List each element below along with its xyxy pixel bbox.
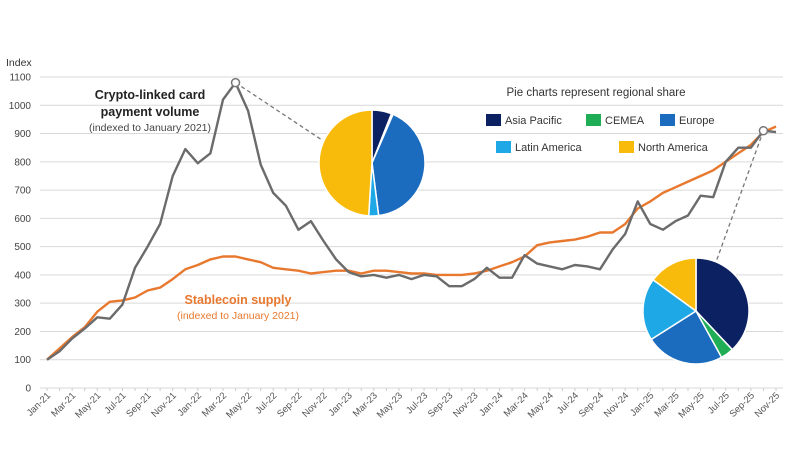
legend-label: Asia Pacific — [505, 115, 562, 127]
x-tick-label: Jan-25 — [628, 390, 656, 418]
y-tick-label: 800 — [14, 157, 31, 168]
legend-label: North America — [638, 142, 709, 154]
x-tick-label: Sep-25 — [728, 390, 757, 419]
x-tick-label: Sep-22 — [275, 390, 304, 419]
pie-leader-line — [715, 130, 765, 263]
pie-slice-latin-america — [642, 278, 698, 341]
pie-charts — [318, 109, 750, 365]
x-tick-label: May-23 — [375, 390, 405, 420]
card-series-label-line2: payment volume — [101, 105, 200, 119]
y-tick-label: 200 — [14, 327, 31, 338]
x-tick-label: Nov-21 — [149, 390, 178, 419]
x-tick-label: May-25 — [677, 390, 707, 420]
x-tick-label: Nov-25 — [753, 390, 782, 419]
y-tick-label: 600 — [14, 214, 31, 225]
legend-swatch — [486, 114, 501, 126]
legend-label: Latin America — [515, 142, 583, 154]
x-tick-label: Jan-24 — [477, 390, 505, 418]
x-tick-label: Nov-23 — [451, 390, 480, 419]
legend-swatch — [660, 114, 675, 126]
y-tick-label: 300 — [14, 299, 31, 310]
y-tick-label: 0 — [25, 384, 31, 395]
pie-slice-europe — [371, 113, 426, 217]
x-tick-label: Jan-21 — [25, 390, 53, 418]
y-tick-label: 1000 — [9, 101, 32, 112]
x-tick-label: Sep-21 — [124, 390, 153, 419]
pie-legend-title: Pie charts represent regional share — [507, 87, 686, 99]
pie-anchor-marker — [758, 125, 769, 136]
legend-swatch — [619, 141, 634, 153]
pie-slice-north-america — [318, 109, 373, 217]
stablecoin-series-label: Stablecoin supply — [185, 293, 292, 307]
y-axis-label: Index — [6, 57, 32, 69]
x-tick-label: Jan-22 — [176, 390, 204, 418]
pie-leader-line — [235, 82, 323, 141]
legend-label: CEMEA — [605, 115, 645, 127]
x-tick-label: Mar-24 — [502, 390, 531, 419]
x-tick-label: May-22 — [224, 390, 254, 420]
x-tick-label: Mar-23 — [351, 390, 380, 419]
pie-anchor-marker — [230, 77, 241, 88]
y-tick-label: 700 — [14, 186, 31, 197]
y-ticks: 0 100 200 300 400 500 600 700 800 900 1000 1100 — [9, 73, 32, 395]
x-tick-label: Mar-25 — [653, 390, 682, 419]
card-series-note: (indexed to January 2021) — [89, 122, 211, 134]
x-tick-label: Jan-23 — [326, 390, 354, 418]
stablecoin-series-note: (indexed to January 2021) — [177, 310, 299, 322]
y-tick-label: 400 — [14, 270, 31, 281]
x-tick-label: Mar-22 — [200, 390, 229, 419]
x-tick-label: Sep-24 — [577, 390, 606, 419]
y-tick-label: 1100 — [9, 73, 31, 84]
legend-swatch — [586, 114, 601, 126]
y-tick-label: 500 — [14, 242, 31, 253]
pie-slice-europe — [650, 309, 723, 365]
card-volume-line — [46, 81, 777, 361]
legend-swatch — [496, 141, 511, 153]
x-tick-label: Mar-21 — [49, 390, 78, 419]
x-tick-label: Nov-24 — [602, 390, 631, 419]
card-series-label-line1: Crypto-linked card — [95, 88, 205, 102]
x-tick-label: May-21 — [73, 390, 103, 420]
y-tick-label: 100 — [14, 355, 31, 366]
stablecoin-supply-line — [46, 125, 777, 361]
pie-slice-north-america — [652, 257, 697, 313]
pie-leader-lines — [230, 77, 769, 263]
pie-slice-asia-pacific — [695, 257, 750, 351]
x-tick-label: Sep-23 — [426, 390, 455, 419]
y-tick-label: 900 — [14, 129, 31, 140]
x-tick-label: May-24 — [526, 390, 556, 420]
x-tick-label: Nov-22 — [300, 390, 329, 419]
pie-legend: Asia Pacific CEMEA Europe Latin America Nort… — [486, 114, 714, 154]
series-lines — [46, 81, 777, 361]
legend-label: Europe — [679, 115, 714, 127]
